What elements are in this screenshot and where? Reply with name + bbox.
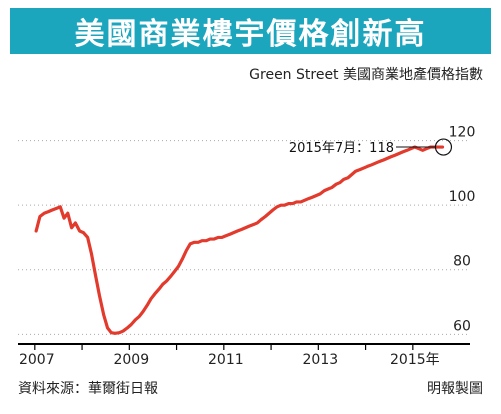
x-tick-label: 2009: [113, 352, 149, 368]
credit-note: 明報製圖: [427, 381, 483, 397]
y-tick-label: 100: [449, 189, 476, 205]
x-tick-label: 2013: [303, 352, 339, 368]
annotation-label: 2015年7月：118: [289, 141, 394, 156]
x-tick-label: 2011: [208, 352, 244, 368]
x-tick-label: 2015年: [390, 352, 440, 368]
chart-subtitle: Green Street 美國商業地產價格指數: [249, 67, 483, 83]
y-tick-label: 80: [453, 254, 471, 270]
y-tick-label: 120: [449, 125, 476, 141]
source-note: 資料來源：華爾街日報: [18, 381, 158, 397]
series-line: [34, 145, 445, 335]
x-tick-label: 2007: [19, 352, 55, 368]
title-bar: 美國商業樓宇價格創新高: [10, 8, 491, 54]
chart-title: 美國商業樓宇價格創新高: [74, 17, 427, 52]
y-tick-label: 60: [453, 318, 471, 334]
